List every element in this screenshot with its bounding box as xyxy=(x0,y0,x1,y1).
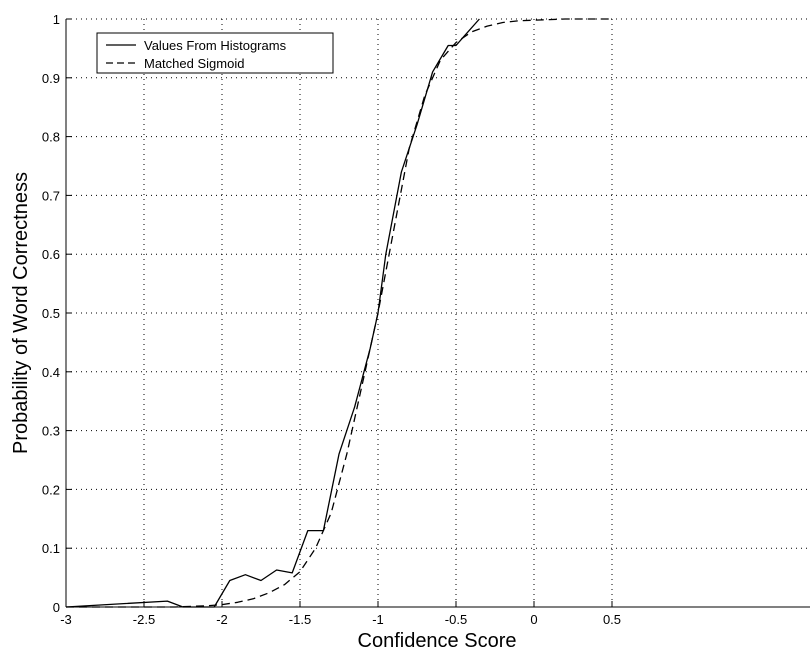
x-tick-label: -0.5 xyxy=(445,612,467,627)
x-tick-label: 0.5 xyxy=(603,612,621,627)
y-tick-label: 0.7 xyxy=(42,188,60,203)
x-axis-title: Confidence Score xyxy=(358,630,517,652)
tick-marks xyxy=(65,18,613,608)
y-tick-label: 0.8 xyxy=(42,130,60,145)
series-line-sigmoid xyxy=(66,18,612,608)
legend: Values From Histograms Matched Sigmoid xyxy=(96,32,334,74)
x-tick-label: -2 xyxy=(216,612,228,627)
axes xyxy=(65,19,810,608)
x-tick-label: -1.5 xyxy=(289,612,311,627)
series-line-histogram xyxy=(65,18,480,608)
y-axis-title: Probability of Word Correctness xyxy=(10,172,32,454)
y-tick-label: 0.1 xyxy=(42,541,60,556)
y-tick-label: 1 xyxy=(53,12,60,27)
y-tick-label: 0.2 xyxy=(42,482,60,497)
legend-label-histogram: Values From Histograms xyxy=(144,38,287,53)
y-tick-label: 0.6 xyxy=(42,247,60,262)
x-tick-label: -3 xyxy=(60,612,72,627)
legend-label-sigmoid: Matched Sigmoid xyxy=(144,56,244,71)
x-tick-label: -1 xyxy=(372,612,384,627)
tick-labels: -3 -2.5 -2 -1.5 -1 -0.5 0 0.5 0 0.1 0.2 0.3 0.4 0.5 0.… xyxy=(42,12,621,627)
y-tick-label: 0 xyxy=(53,600,60,615)
grid-lines xyxy=(66,18,810,607)
y-tick-label: 0.5 xyxy=(42,306,60,321)
y-tick-label: 0.9 xyxy=(42,71,60,86)
y-tick-label: 0.3 xyxy=(42,424,60,439)
x-tick-label: 0 xyxy=(530,612,537,627)
x-tick-label: -2.5 xyxy=(133,612,155,627)
series-lines xyxy=(65,18,612,608)
y-tick-label: 0.4 xyxy=(42,365,60,380)
legend-box xyxy=(96,32,334,74)
